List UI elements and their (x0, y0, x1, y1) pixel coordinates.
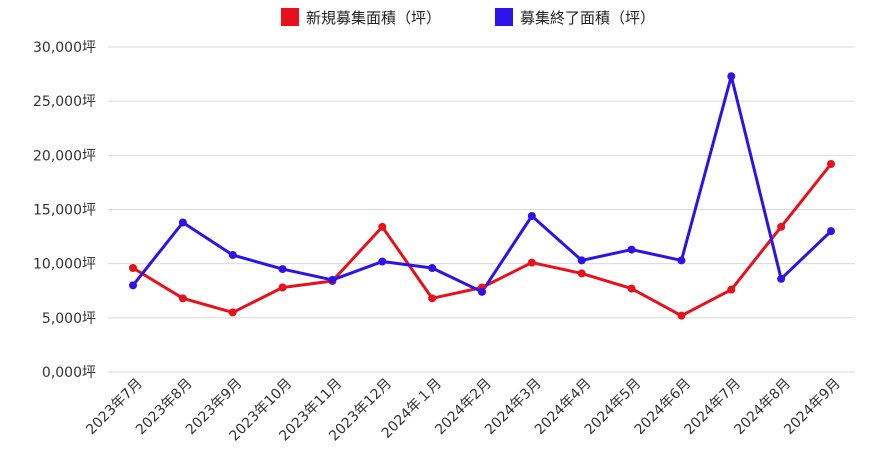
y-tick-label: 10,000坪 (33, 257, 96, 273)
data-point (677, 256, 686, 265)
data-point (677, 311, 686, 320)
y-tick-label: 15,000坪 (33, 203, 96, 219)
legend: 新規募集面積（坪） 募集終了面積（坪） (281, 8, 655, 27)
y-tick-label: 0,000坪 (42, 365, 96, 381)
data-point (827, 160, 835, 168)
data-point (727, 285, 736, 294)
data-point (577, 269, 586, 278)
data-point (328, 275, 337, 284)
y-tick-label: 20,000坪 (33, 148, 96, 164)
series-points (129, 72, 835, 320)
data-point (129, 264, 137, 272)
series-lines (131, 74, 833, 318)
data-point (178, 294, 187, 303)
data-point (527, 212, 536, 220)
y-tick-label: 5,000坪 (42, 311, 96, 327)
y-axis-labels: 0,000坪 5,000坪 10,000坪 15,000坪 20,000坪 25,000坪… (33, 40, 96, 381)
y-tick-label: 25,000坪 (33, 94, 96, 110)
data-point (827, 227, 835, 236)
gridlines (108, 46, 855, 373)
data-point (378, 257, 387, 266)
y-tick-label: 30,000坪 (33, 40, 96, 56)
data-point (527, 258, 536, 267)
data-point (627, 284, 636, 293)
data-point (627, 245, 636, 254)
x-axis-labels: 2023年7月2023年8月2023年9月2023年10月2023年11月202… (83, 376, 844, 445)
data-point (428, 264, 437, 272)
data-point (777, 274, 786, 283)
data-point (228, 308, 237, 317)
data-point (577, 256, 586, 265)
data-point (478, 287, 486, 296)
legend-label-new-area: 新規募集面積（坪） (306, 9, 441, 27)
legend-label-ended-area: 募集終了面積（坪） (520, 9, 655, 27)
series-line (131, 74, 833, 294)
data-point (278, 265, 287, 274)
data-point (777, 222, 786, 231)
data-point (129, 281, 137, 290)
legend-swatch-new-area (281, 8, 299, 26)
data-point (228, 251, 237, 259)
data-point (278, 283, 287, 292)
data-point (428, 294, 437, 303)
data-point (727, 72, 736, 81)
data-point (378, 222, 387, 231)
legend-swatch-ended-area (495, 8, 513, 26)
data-point (178, 218, 187, 227)
